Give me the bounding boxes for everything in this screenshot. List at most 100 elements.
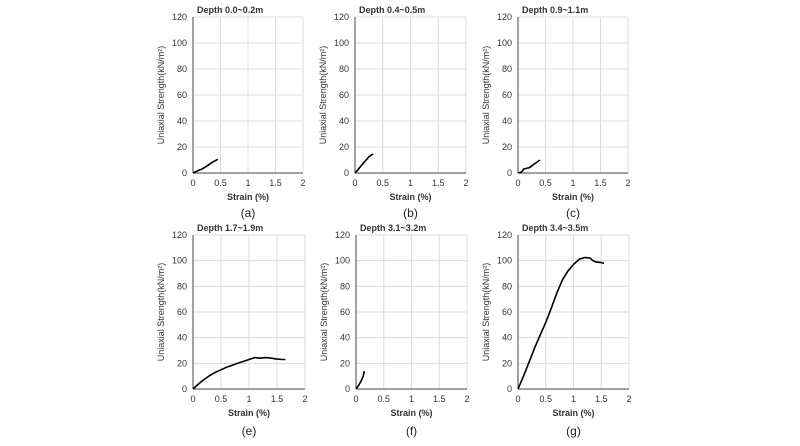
x-tick-label: 0 [190,178,195,188]
series-line [517,159,541,174]
chart-panel-1: 0 20 40 60 80 100 120 0 0.5 1 1.5 2 Depth 0.0~0.2m St… [156,5,306,220]
chart-title: Depth 3.1~3.2m [360,223,426,233]
y-tick-label: 80 [339,64,349,74]
y-tick-label: 0 [182,168,187,178]
x-tick-label: 0.5 [376,178,389,188]
y-tick-label: 40 [339,116,349,126]
panel-tag: (g) [566,424,581,438]
chart-panel-5: 0 20 40 60 80 100 120 0 0.5 1 1.5 2 Depth 3.1~3.2m St… [319,223,470,438]
y-tick-label: 20 [502,142,512,152]
y-tick-label: 100 [172,256,187,266]
y-tick-label: 60 [502,307,512,317]
series-line [355,370,366,390]
x-axis-label: Strain (%) [228,408,270,418]
chart-panel-2: 0 20 40 60 80 100 120 0 0.5 1 1.5 2 Depth 0.4~0.5m St… [318,5,469,220]
x-tick-label: 1.5 [432,178,445,188]
x-tick-label: 0 [515,394,520,404]
y-tick-label: 20 [340,358,350,368]
y-tick-label: 120 [334,12,349,22]
x-tick-label: 1 [571,394,576,404]
chart-title: Depth 1.7~1.9m [197,223,263,233]
y-tick-label: 100 [497,256,512,266]
y-tick-label: 20 [177,358,187,368]
y-tick-label: 100 [335,256,350,266]
x-tick-label: 1 [245,178,250,188]
y-tick-label: 40 [502,116,512,126]
series-line [192,158,219,174]
y-tick-label: 80 [502,64,512,74]
y-tick-label: 60 [339,90,349,100]
chart-panel-6: 0 20 40 60 80 100 120 0 0.5 1 1.5 2 Depth 3.4~3.5m St… [481,223,632,438]
y-tick-label: 60 [340,307,350,317]
panel-tag: (f) [406,424,417,438]
x-tick-label: 2 [626,394,631,404]
series-line [192,356,286,390]
y-tick-label: 120 [172,230,187,240]
x-tick-label: 2 [302,394,307,404]
y-axis-label: Uniaxial Strength(kN/m²) [481,263,491,362]
panel-tag: (e) [242,424,257,438]
y-tick-label: 60 [177,90,187,100]
x-axis-label: Strain (%) [552,192,594,202]
x-axis-label: Strain (%) [552,408,594,418]
x-tick-label: 2 [625,178,630,188]
chart-panel-3: 0 20 40 60 80 100 120 0 0.5 1 1.5 2 Depth 0.9~1.1m St… [481,5,631,220]
y-axis-label: Uniaxial Strength(kN/m²) [156,263,166,362]
x-axis-label: Strain (%) [389,192,431,202]
y-tick-label: 20 [177,142,187,152]
x-tick-label: 2 [463,178,468,188]
y-tick-label: 100 [497,38,512,48]
y-tick-label: 20 [339,142,349,152]
series-line [517,256,605,390]
x-tick-label: 0 [190,394,195,404]
x-tick-label: 0 [515,178,520,188]
chart-title: Depth 0.9~1.1m [522,5,588,15]
y-tick-label: 120 [497,12,512,22]
y-tick-label: 120 [335,230,350,240]
chart-title: Depth 0.0~0.2m [197,5,263,15]
chart-panel-4: 0 20 40 60 80 100 120 0 0.5 1 1.5 2 Depth 1.7~1.9m St… [156,223,308,438]
y-tick-label: 80 [340,281,350,291]
y-tick-label: 40 [177,116,187,126]
x-axis-label: Strain (%) [227,192,269,202]
x-tick-label: 1.5 [271,394,284,404]
y-axis-label: Uniaxial Strength(kN/m²) [319,263,329,362]
y-tick-label: 100 [334,38,349,48]
series-line [354,153,374,174]
y-tick-label: 60 [177,307,187,317]
x-tick-label: 0.5 [539,178,552,188]
y-tick-label: 120 [172,12,187,22]
x-tick-label: 1.5 [433,394,446,404]
y-tick-label: 40 [502,333,512,343]
x-tick-label: 0.5 [215,394,228,404]
y-tick-label: 0 [182,384,187,394]
panel-tag: (c) [566,206,580,220]
y-tick-label: 0 [507,384,512,394]
y-tick-label: 80 [502,281,512,291]
panel-tag: (b) [403,206,418,220]
y-tick-label: 60 [502,90,512,100]
y-tick-label: 0 [507,168,512,178]
y-tick-label: 80 [177,64,187,74]
x-tick-label: 0.5 [377,394,390,404]
chart-title: Depth 3.4~3.5m [522,223,588,233]
x-tick-label: 0.5 [214,178,227,188]
y-tick-label: 120 [497,230,512,240]
x-tick-label: 2 [300,178,305,188]
x-tick-label: 1 [408,178,413,188]
x-tick-label: 1.5 [269,178,282,188]
y-tick-label: 100 [172,38,187,48]
panel-tag: (a) [241,206,256,220]
x-tick-label: 0 [353,394,358,404]
y-tick-label: 0 [345,384,350,394]
x-tick-label: 1 [570,178,575,188]
y-tick-label: 40 [340,333,350,343]
x-tick-label: 1.5 [594,178,607,188]
y-tick-label: 80 [177,281,187,291]
x-tick-label: 2 [464,394,469,404]
x-tick-label: 1 [409,394,414,404]
y-axis-label: Uniaxial Strength(kN/m²) [156,46,166,145]
y-tick-label: 0 [344,168,349,178]
